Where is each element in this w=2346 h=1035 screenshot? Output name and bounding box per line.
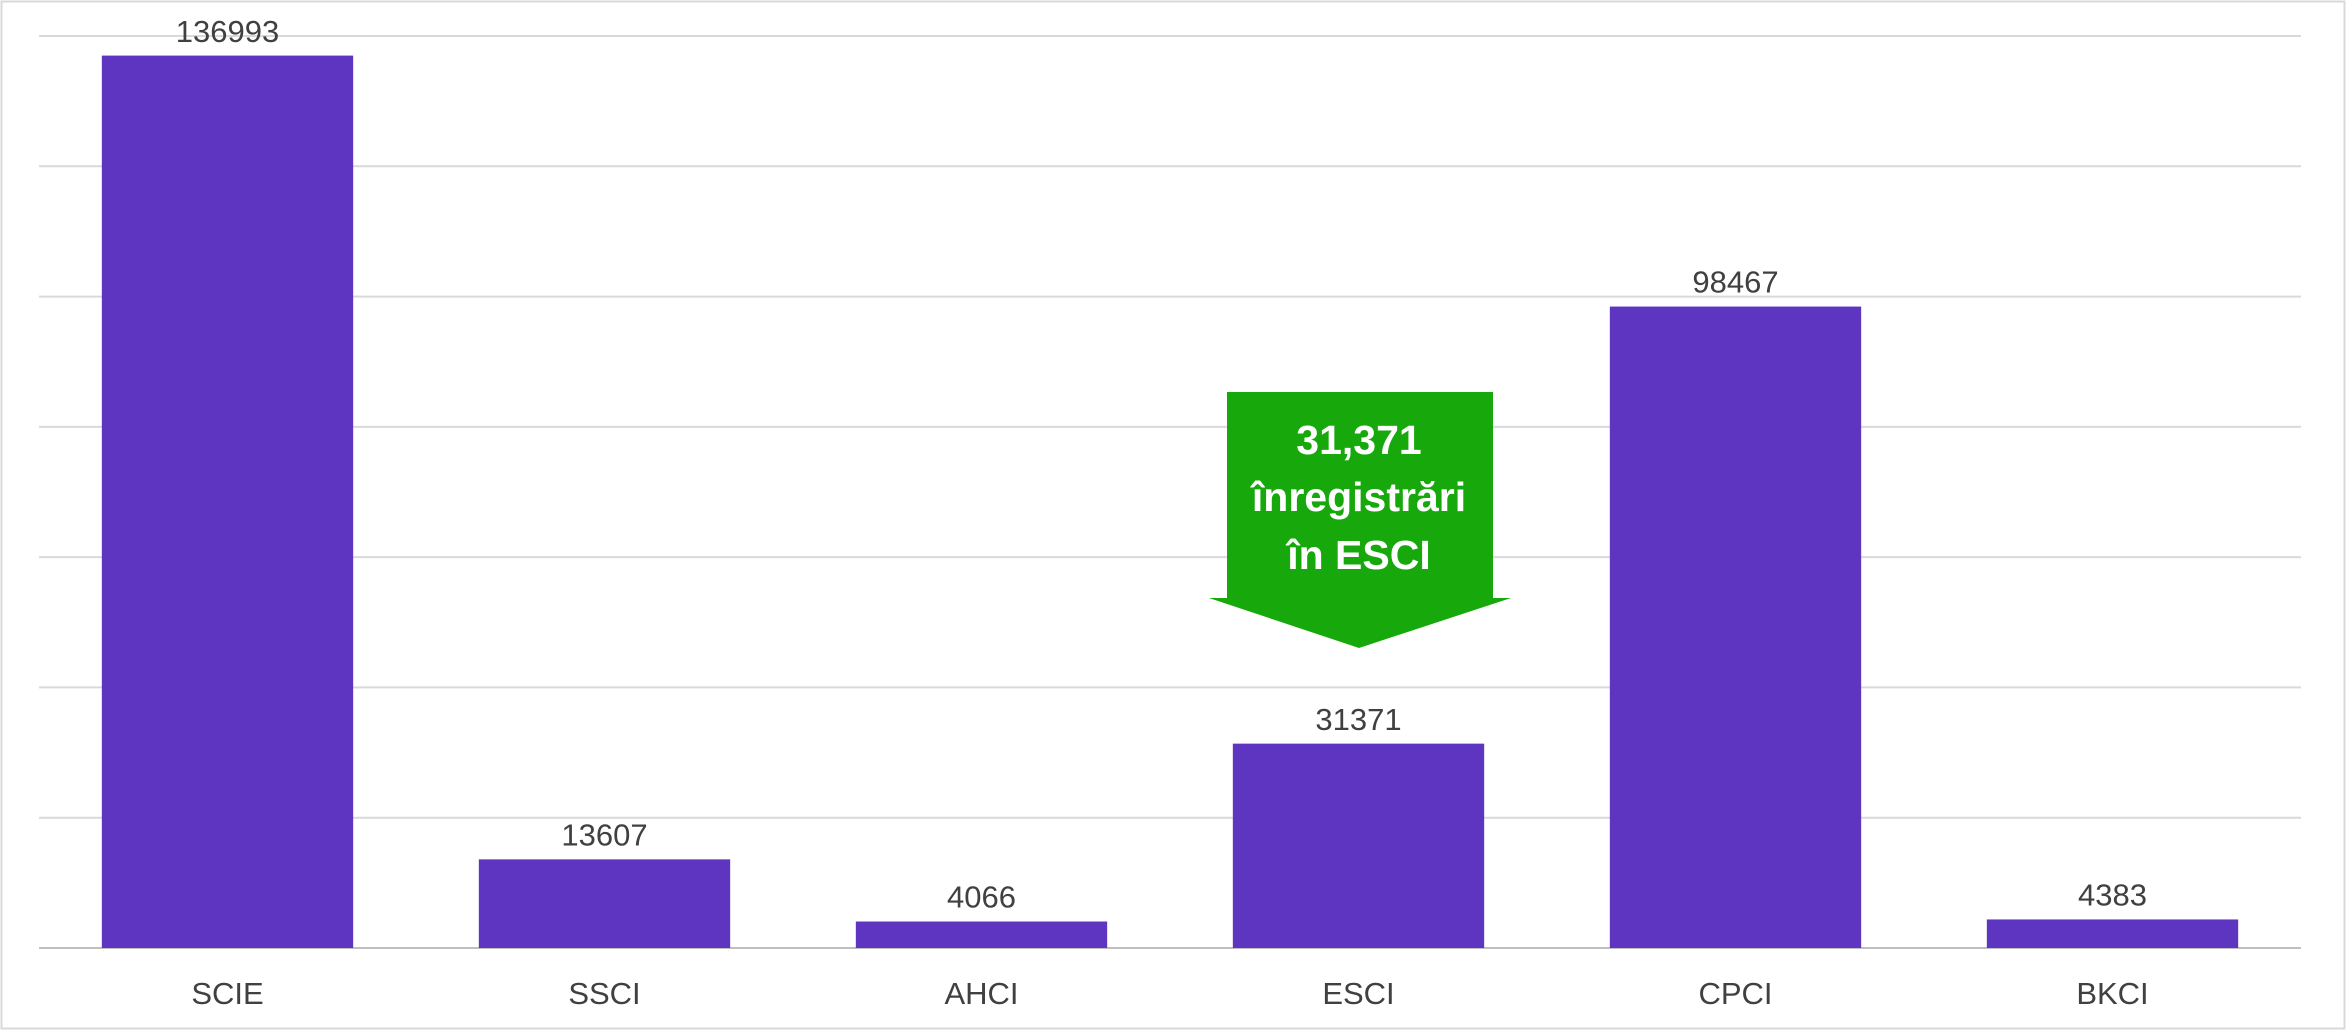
x-tick-label: SCIE xyxy=(191,976,263,1011)
value-label: 4383 xyxy=(2078,878,2147,913)
annotation-text: în ESCI xyxy=(1285,532,1431,578)
bar xyxy=(1232,743,1485,948)
value-label: 136993 xyxy=(176,14,279,49)
bar xyxy=(101,55,354,949)
x-tick-label: AHCI xyxy=(944,976,1018,1011)
bar xyxy=(1986,919,2239,948)
value-label: 13607 xyxy=(561,818,647,853)
value-label: 98467 xyxy=(1692,265,1778,300)
grid xyxy=(39,35,2301,949)
bar xyxy=(478,859,731,948)
bar xyxy=(1609,306,1862,948)
x-tick-label: ESCI xyxy=(1322,976,1394,1011)
bars: SCIE 136993 SSCI 13607 AHCI 4066 ESCI 31371 CPCI… xyxy=(101,14,2239,1011)
x-tick-label: BKCI xyxy=(2076,976,2148,1011)
bar xyxy=(855,921,1108,948)
annotation-text: înregistrări xyxy=(1250,474,1466,520)
value-label: 31371 xyxy=(1315,702,1401,737)
annotation: 31,371 înregistrări în ESCI xyxy=(1209,392,1511,648)
annotation-text: 31,371 xyxy=(1296,417,1421,463)
x-tick-label: CPCI xyxy=(1698,976,1772,1011)
value-label: 4066 xyxy=(947,880,1016,915)
x-tick-label: SSCI xyxy=(568,976,640,1011)
annotation-arrow xyxy=(1209,392,1511,648)
